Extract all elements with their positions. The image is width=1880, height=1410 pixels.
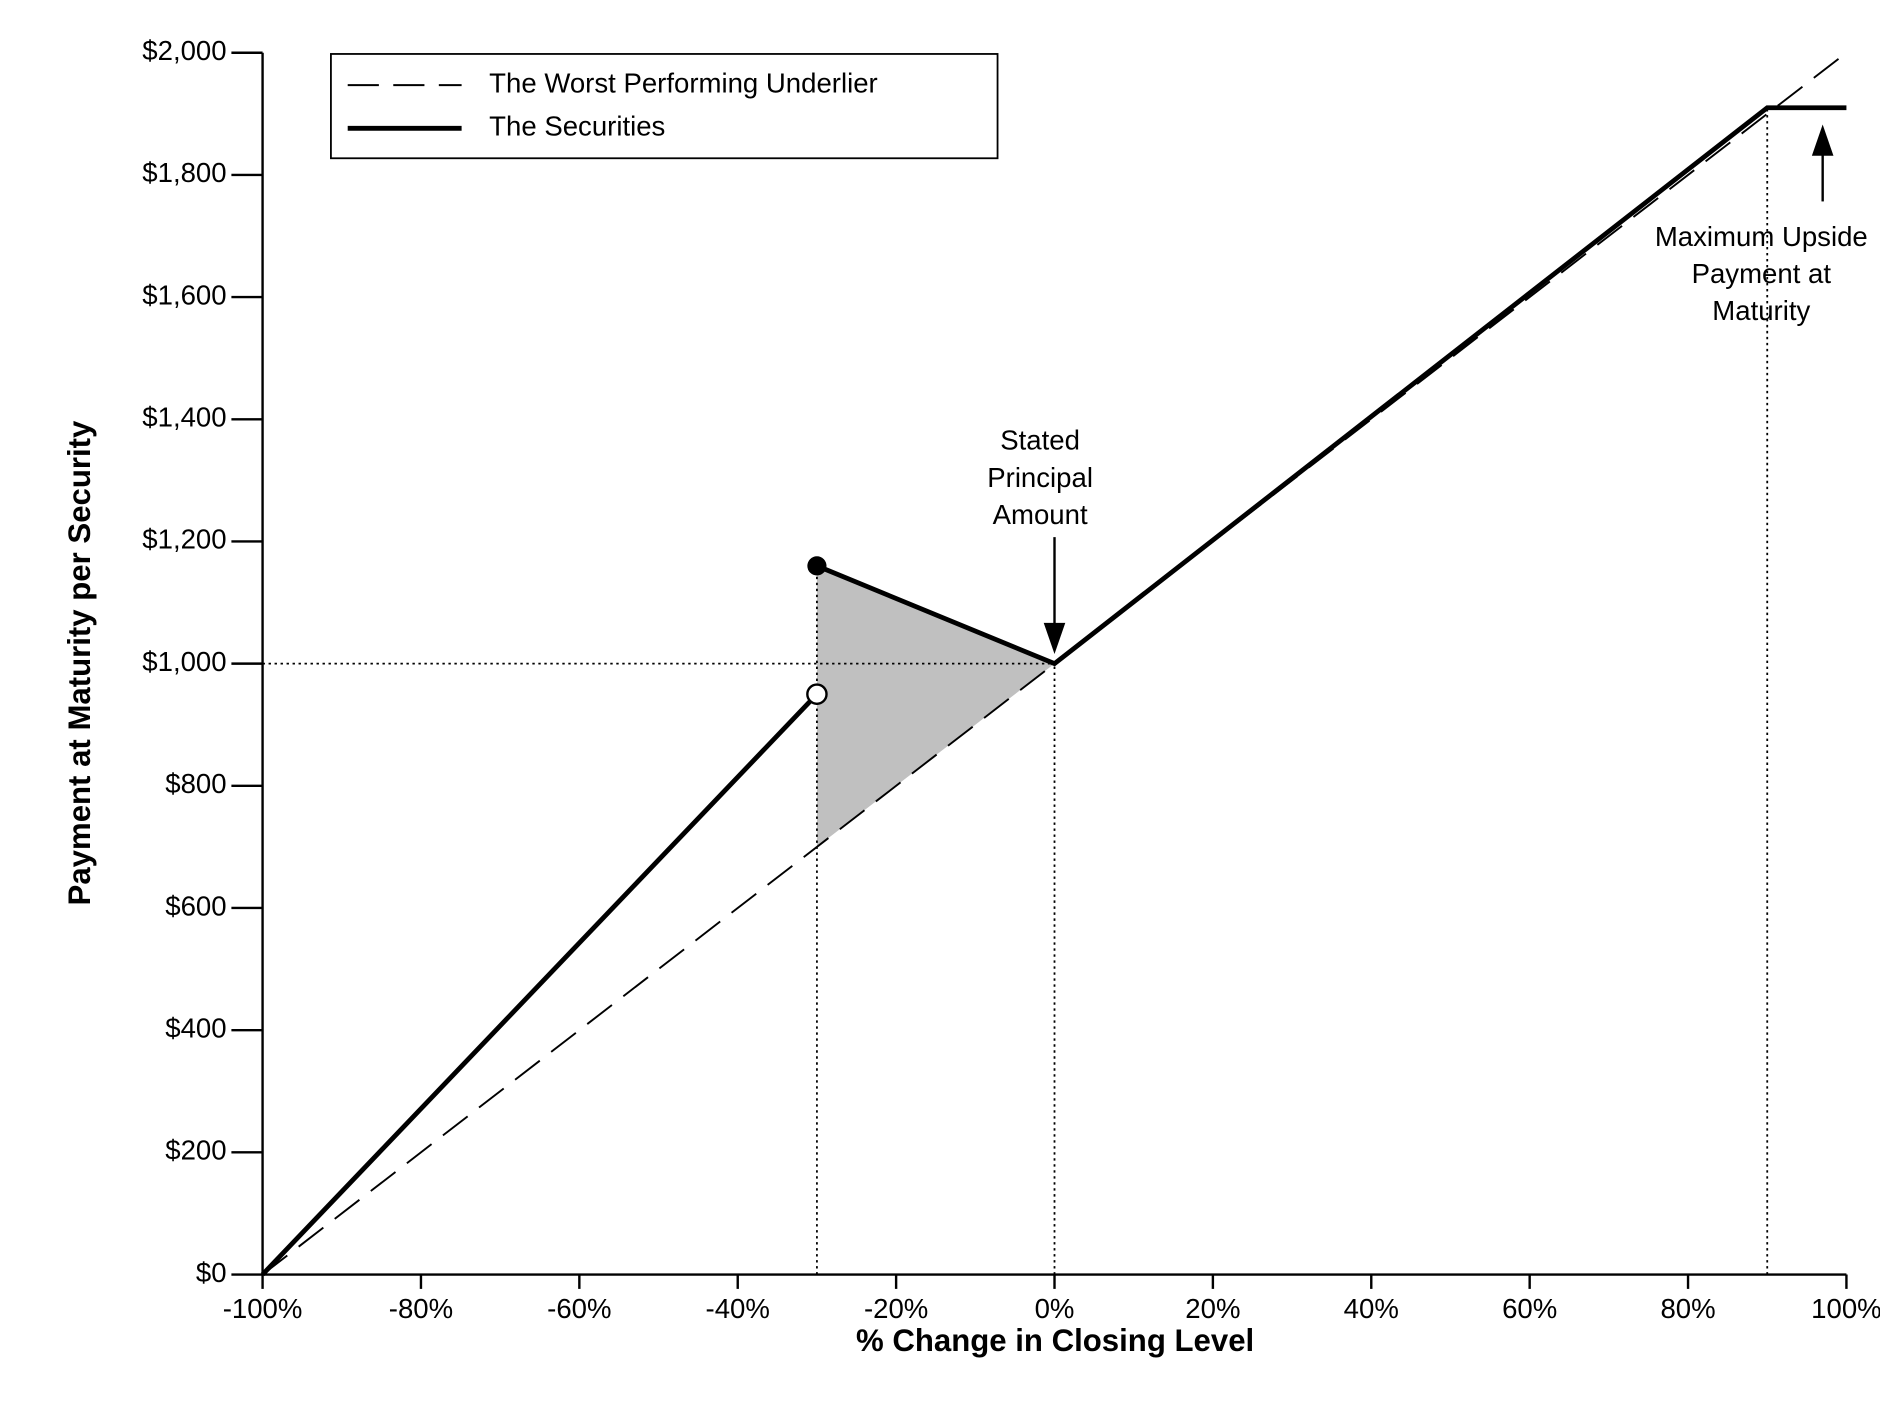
- series-line: [816, 105, 1847, 667]
- arrow-head: [1043, 622, 1066, 655]
- legend-label: The Worst Performing Underlier: [489, 67, 878, 98]
- y-tick-label: $2,000: [142, 35, 226, 66]
- annotation-text: Amount: [993, 499, 1088, 530]
- annotation-text: Payment at: [1692, 258, 1832, 289]
- y-tick-label: $1,600: [142, 279, 226, 310]
- shaded-region: [816, 565, 1055, 847]
- x-tick-label: 100%: [1811, 1293, 1880, 1324]
- x-axis-title: % Change in Closing Level: [856, 1323, 1254, 1358]
- x-tick-label: 80%: [1660, 1293, 1715, 1324]
- y-tick-label: $600: [165, 890, 226, 921]
- y-tick-label: $1,200: [142, 524, 226, 555]
- y-tick-label: $1,000: [142, 646, 226, 677]
- open-marker: [806, 683, 828, 705]
- annotation-text: Maturity: [1712, 295, 1810, 326]
- y-tick-label: $200: [165, 1135, 226, 1166]
- x-tick-label: -40%: [706, 1293, 770, 1324]
- y-tick-label: $1,800: [142, 157, 226, 188]
- x-tick-label: 0%: [1035, 1293, 1075, 1324]
- y-tick-label: $400: [165, 1012, 226, 1043]
- legend-label: The Securities: [489, 111, 665, 142]
- x-tick-label: -80%: [389, 1293, 453, 1324]
- x-tick-label: -20%: [864, 1293, 928, 1324]
- y-tick-label: $1,400: [142, 402, 226, 433]
- annotation-text: Maximum Upside: [1655, 221, 1868, 252]
- annotation-text: Principal: [987, 462, 1093, 493]
- annotation-text: Stated: [1000, 425, 1080, 456]
- y-tick-label: $0: [196, 1257, 227, 1288]
- x-tick-label: -100%: [223, 1293, 303, 1324]
- x-tick-label: 40%: [1344, 1293, 1399, 1324]
- series-line: [260, 692, 819, 1277]
- y-tick-label: $800: [165, 768, 226, 799]
- series-line: [261, 51, 1848, 1276]
- x-tick-label: 60%: [1502, 1293, 1557, 1324]
- arrow-head: [1811, 124, 1834, 156]
- y-axis-title: Payment at Maturity per Security: [62, 420, 97, 905]
- x-tick-label: 20%: [1185, 1293, 1240, 1324]
- x-tick-label: -60%: [547, 1293, 611, 1324]
- legend-box: [330, 53, 999, 160]
- filled-marker: [807, 556, 827, 576]
